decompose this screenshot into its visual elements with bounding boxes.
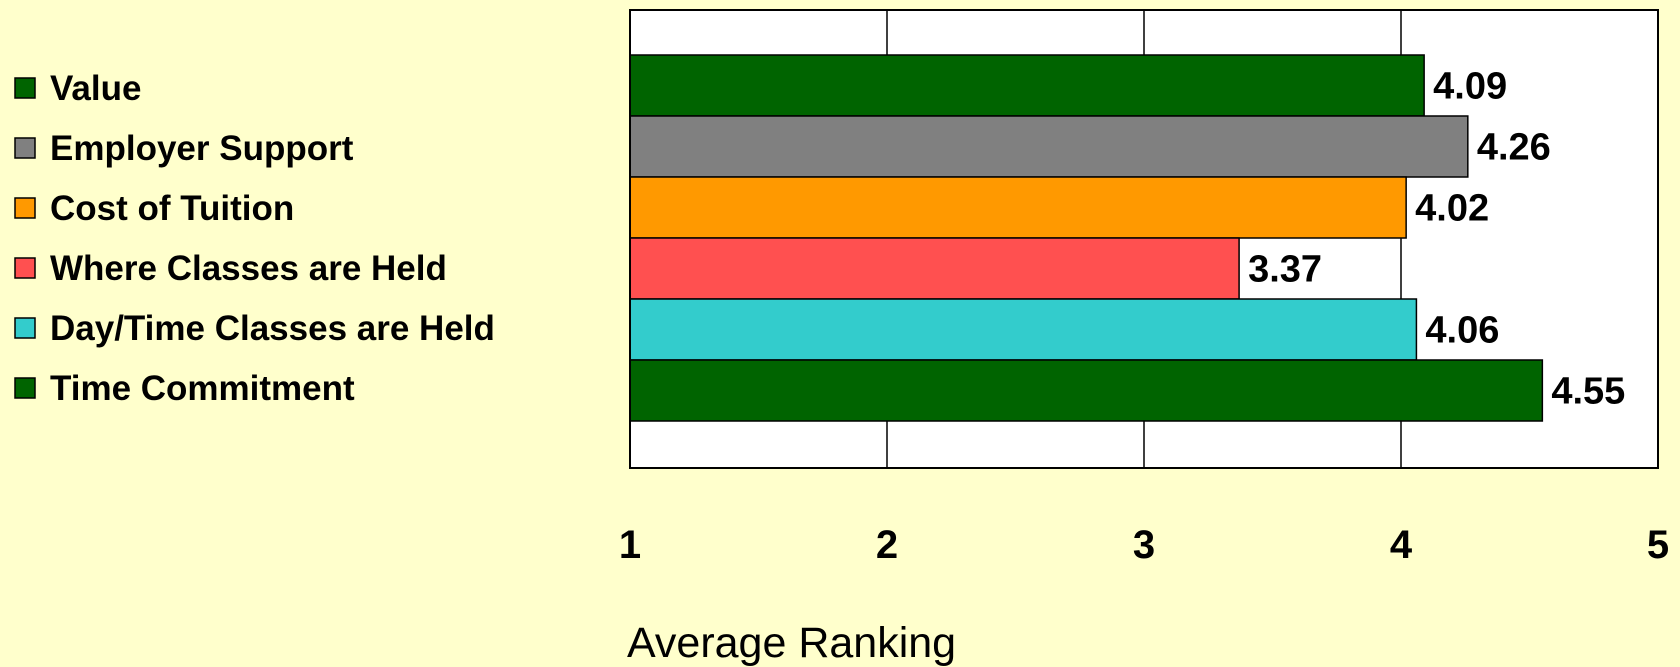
- x-tick-label: 1: [619, 523, 641, 567]
- legend-label: Where Classes are Held: [50, 249, 447, 288]
- bar: [629, 298, 1418, 361]
- legend-swatch: [14, 77, 36, 99]
- data-label: 4.09: [1433, 66, 1507, 108]
- x-tick-label: 5: [1647, 523, 1669, 567]
- legend-swatch: [14, 137, 36, 159]
- x-tick-label: 4: [1390, 523, 1413, 567]
- x-tick-label: 3: [1133, 523, 1155, 567]
- legend-label: Value: [50, 69, 141, 108]
- bar: [629, 54, 1425, 117]
- data-label: 3.37: [1248, 249, 1322, 291]
- legend-label: Day/Time Classes are Held: [50, 309, 495, 348]
- plot-border: [629, 9, 1659, 469]
- data-label: 4.26: [1477, 127, 1551, 169]
- data-label: 4.06: [1425, 310, 1499, 352]
- bar: [629, 176, 1407, 239]
- data-label: 4.02: [1415, 188, 1489, 230]
- legend-label: Employer Support: [50, 129, 354, 168]
- x-axis-tick-labels: 1 2 3 4 5: [619, 523, 1669, 567]
- bars: [629, 54, 1544, 422]
- x-tick-label: 2: [876, 523, 898, 567]
- legend-swatch: [14, 377, 36, 399]
- legend: Value Employer Support Cost of Tuition Wher…: [14, 69, 495, 408]
- value-labels: 4.09 4.26 4.02 3.37 4.06 4.55: [1248, 66, 1625, 413]
- legend-label: Time Commitment: [50, 369, 355, 408]
- bar: [629, 359, 1544, 422]
- bar: [629, 237, 1240, 300]
- bar: [629, 115, 1469, 178]
- x-axis-title: Average Ranking: [627, 619, 956, 667]
- legend-swatch: [14, 257, 36, 279]
- legend-swatch: [14, 317, 36, 339]
- legend-label: Cost of Tuition: [50, 189, 294, 228]
- legend-swatch: [14, 197, 36, 219]
- data-label: 4.55: [1551, 371, 1625, 413]
